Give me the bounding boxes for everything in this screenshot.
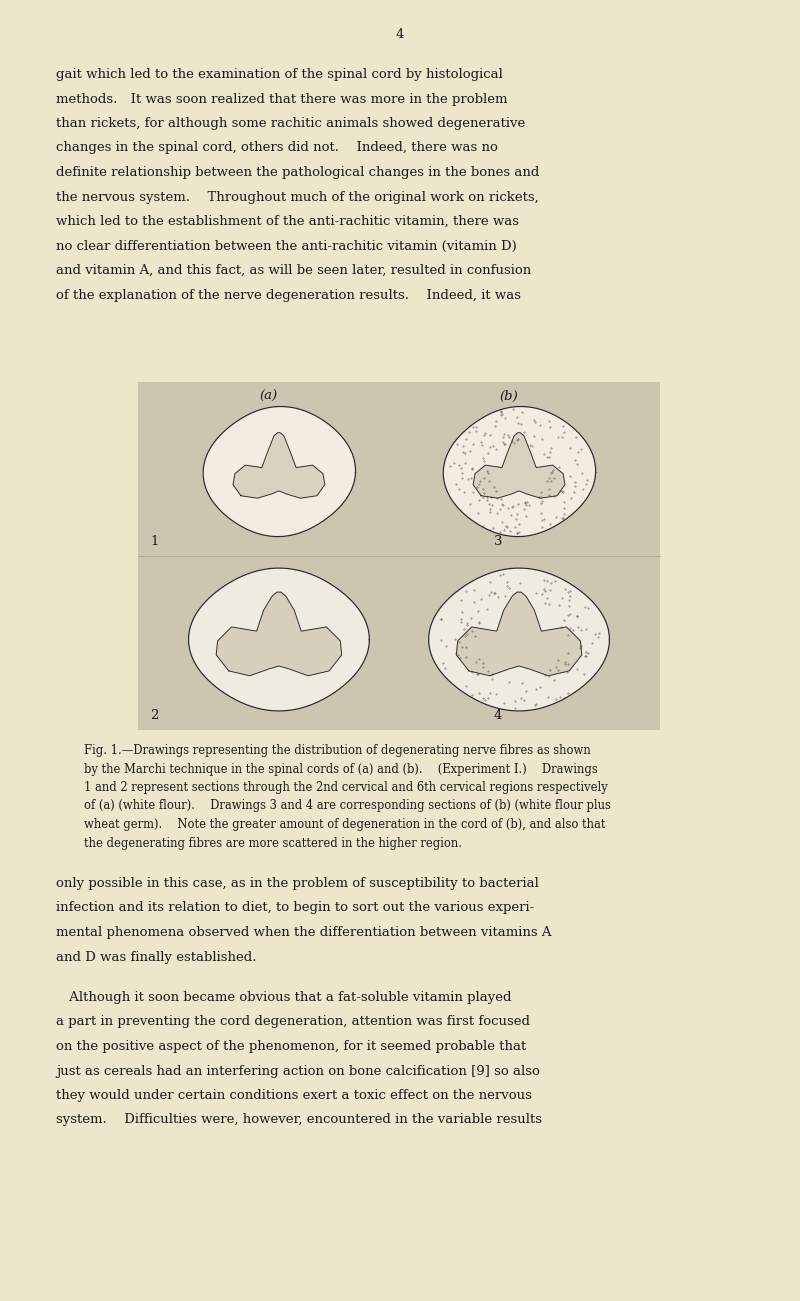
Text: of the explanation of the nerve degeneration results.  Indeed, it was: of the explanation of the nerve degenera… [56,289,521,302]
Text: infection and its relation to diet, to begin to sort out the various experi-: infection and its relation to diet, to b… [56,902,534,915]
Text: (a): (a) [260,390,278,403]
Text: 2: 2 [150,709,158,722]
Polygon shape [216,592,342,675]
Text: (b): (b) [500,390,518,403]
Text: Although it soon became obvious that a fat-soluble vitamin played: Although it soon became obvious that a f… [56,991,511,1004]
Polygon shape [429,569,610,710]
Text: they would under certain conditions exert a toxic effect on the nervous: they would under certain conditions exer… [56,1089,532,1102]
Text: and vitamin A, and this fact, as will be seen later, resulted in confusion: and vitamin A, and this fact, as will be… [56,264,531,277]
Polygon shape [233,433,325,498]
Text: only possible in this case, as in the problem of susceptibility to bacterial: only possible in this case, as in the pr… [56,877,539,890]
Text: changes in the spinal cord, others did not.  Indeed, there was no: changes in the spinal cord, others did n… [56,142,498,155]
Text: mental phenomena observed when the differentiation between vitamins A: mental phenomena observed when the diffe… [56,926,551,939]
Polygon shape [473,433,565,498]
Text: gait which led to the examination of the spinal cord by histological: gait which led to the examination of the… [56,68,503,81]
Text: of (a) (white flour).  Drawings 3 and 4 are corresponding sections of (b) (white: of (a) (white flour). Drawings 3 and 4 a… [84,800,611,813]
Text: wheat germ).  Note the greater amount of degeneration in the cord of (b), and al: wheat germ). Note the greater amount of … [84,818,606,831]
Polygon shape [203,406,355,536]
Text: on the positive aspect of the phenomenon, for it seemed probable that: on the positive aspect of the phenomenon… [56,1039,526,1053]
Text: Fig. 1.—Drawings representing the distribution of degenerating nerve fibres as s: Fig. 1.—Drawings representing the distri… [84,744,590,757]
Text: 1: 1 [150,535,158,548]
Text: just as cereals had an interfering action on bone calcification [9] so also: just as cereals had an interfering actio… [56,1064,540,1077]
Text: which led to the establishment of the anti-rachitic vitamin, there was: which led to the establishment of the an… [56,215,519,228]
Text: the nervous system.  Throughout much of the original work on rickets,: the nervous system. Throughout much of t… [56,190,538,203]
Text: system.  Difficulties were, however, encountered in the variable results: system. Difficulties were, however, enco… [56,1114,542,1127]
Text: and D was finally established.: and D was finally established. [56,951,257,964]
Text: 4: 4 [494,709,502,722]
Text: the degenerating fibres are more scattered in the higher region.: the degenerating fibres are more scatter… [84,837,462,850]
Text: methods. It was soon realized that there was more in the problem: methods. It was soon realized that there… [56,92,507,105]
Text: 4: 4 [396,29,404,42]
Text: 1 and 2 represent sections through the 2nd cervical and 6th cervical regions res: 1 and 2 represent sections through the 2… [84,781,608,794]
Text: 3: 3 [494,535,502,548]
Polygon shape [456,592,582,675]
Bar [138,382,660,730]
Text: definite relationship between the pathological changes in the bones and: definite relationship between the pathol… [56,167,539,180]
Text: by the Marchi technique in the spinal cords of (a) and (b).  (Experiment I.)  Dr: by the Marchi technique in the spinal co… [84,762,598,775]
Text: no clear differentiation between the anti-rachitic vitamin (vitamin D): no clear differentiation between the ant… [56,239,517,252]
Polygon shape [443,406,596,536]
Text: a part in preventing the cord degeneration, attention was first focused: a part in preventing the cord degenerati… [56,1016,530,1029]
Polygon shape [189,569,370,710]
Text: than rickets, for although some rachitic animals showed degenerative: than rickets, for although some rachitic… [56,117,526,130]
